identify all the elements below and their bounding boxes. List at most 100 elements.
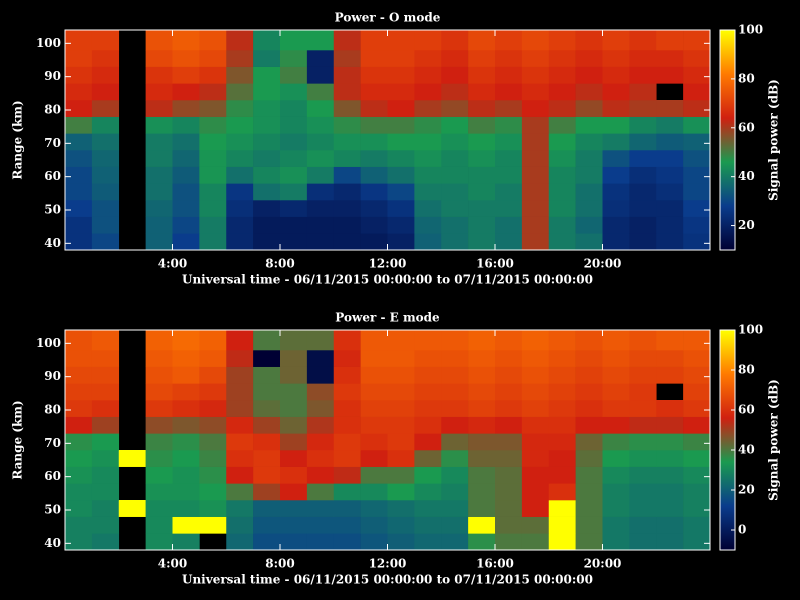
heat-cell — [360, 200, 388, 217]
heat-cell — [521, 133, 550, 151]
heat-cell — [333, 416, 361, 434]
heat-cell — [602, 30, 630, 51]
heat-cell — [306, 83, 335, 101]
heat-cell — [172, 116, 200, 134]
heat-cell — [521, 400, 550, 417]
heat-cell — [333, 516, 361, 534]
heat-cell — [253, 66, 281, 84]
heat-cell — [548, 200, 576, 217]
colorbar-tick-label: 80 — [738, 71, 755, 85]
heat-cell — [683, 416, 711, 434]
heat-cell — [441, 500, 469, 517]
heat-cell — [172, 166, 200, 184]
heat-cell — [548, 83, 576, 101]
heat-cell — [656, 483, 684, 501]
heat-cell — [172, 500, 200, 517]
heat-cell — [629, 166, 657, 184]
heat-cell — [575, 100, 603, 117]
heat-cell — [575, 133, 603, 151]
heat-cell — [280, 466, 308, 484]
heat-cell — [414, 83, 442, 101]
heat-cell — [495, 200, 523, 217]
x-axis-label: Universal time - 06/11/2015 00:00:00 to … — [182, 573, 593, 587]
heat-cell — [226, 150, 254, 167]
heat-cell — [602, 350, 630, 367]
heat-cell — [468, 516, 496, 534]
heat-cell — [656, 183, 684, 201]
heat-cell — [629, 350, 657, 367]
heat-cell — [602, 200, 630, 217]
heat-cell — [360, 416, 388, 434]
heat-cell — [575, 330, 603, 351]
heat-cell — [602, 83, 630, 101]
heat-cell — [548, 150, 576, 167]
heat-cell — [360, 150, 388, 167]
heat-cell — [253, 30, 281, 51]
heat-cell — [199, 366, 227, 384]
heat-cell — [306, 533, 335, 551]
heat-cell — [280, 83, 308, 101]
heat-cell — [414, 500, 442, 517]
heat-cell — [656, 330, 684, 351]
heat-cell — [602, 433, 630, 451]
colorbar-tick-label: 100 — [738, 23, 763, 37]
heat-cell — [253, 450, 281, 467]
heat-cell — [199, 216, 227, 234]
heat-cell — [656, 100, 684, 117]
heat-cell — [226, 433, 254, 451]
heat-cell — [226, 500, 254, 517]
heat-cell — [683, 366, 711, 384]
heat-cell — [333, 116, 361, 134]
heat-cell — [548, 416, 576, 434]
heat-cell — [226, 200, 254, 217]
heat-cell — [656, 400, 684, 417]
heat-cell — [145, 350, 173, 367]
heat-cell — [441, 200, 469, 217]
heat-cell — [414, 416, 442, 434]
colorbar-label: Signal power (dB) — [767, 79, 781, 201]
y-tick-label: 40 — [44, 236, 61, 250]
heat-cell — [387, 66, 415, 84]
heat-cell — [387, 516, 415, 534]
heat-cell — [172, 216, 200, 234]
heat-cell — [280, 330, 308, 351]
heat-cell — [495, 533, 523, 551]
heat-cell — [306, 416, 335, 434]
heat-cell — [629, 183, 657, 201]
heat-cell — [387, 116, 415, 134]
heat-cell — [441, 150, 469, 167]
heat-cell — [495, 400, 523, 417]
heat-cell — [226, 533, 254, 551]
heat-cell — [575, 350, 603, 367]
heat-cell — [65, 366, 93, 384]
heat-cell — [333, 383, 361, 401]
heat-cell — [360, 233, 388, 251]
heat-cell — [199, 30, 227, 51]
heat-cell — [441, 100, 469, 117]
heat-cell — [441, 516, 469, 534]
heat-cell — [280, 216, 308, 234]
heat-cell — [145, 183, 173, 201]
heat-cell — [468, 83, 496, 101]
heat-cell — [495, 50, 523, 67]
heat-cell — [387, 83, 415, 101]
heat-cell — [306, 233, 335, 251]
heat-cell — [172, 366, 200, 384]
heat-cell — [280, 133, 308, 151]
heat-cell — [65, 100, 93, 117]
heat-cell — [199, 66, 227, 84]
heat-cell — [280, 233, 308, 251]
heat-cell — [91, 66, 120, 84]
heat-cell — [306, 350, 335, 367]
heat-cell — [602, 516, 630, 534]
heat-cell — [414, 330, 442, 351]
colorbar — [719, 29, 736, 251]
colorbar — [719, 329, 736, 551]
heat-cell — [548, 330, 576, 351]
heat-cell — [199, 200, 227, 217]
heat-cell — [629, 133, 657, 151]
heat-cell — [65, 500, 93, 517]
heat-cell — [414, 66, 442, 84]
y-tick-label: 70 — [44, 436, 61, 450]
heat-cell — [306, 66, 335, 84]
